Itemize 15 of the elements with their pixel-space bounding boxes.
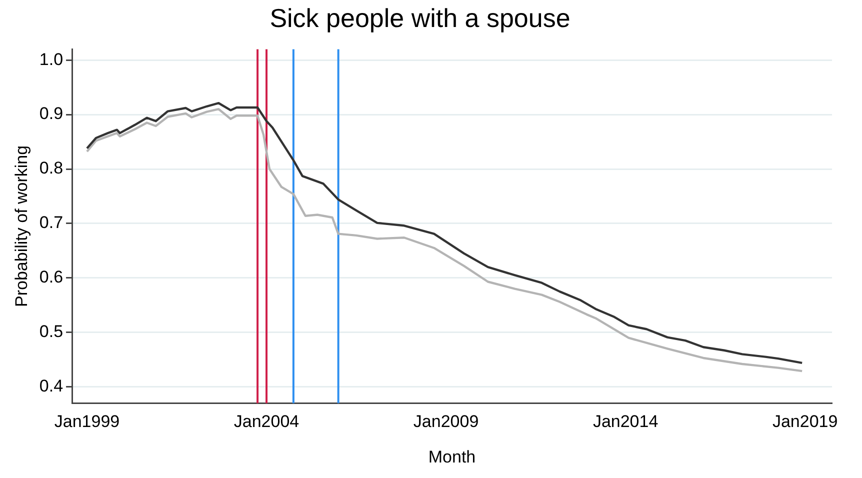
x-tick-label: Jan2019	[772, 412, 838, 432]
y-tick-label: 0.8	[39, 158, 64, 178]
x-tick-label: Jan2014	[592, 412, 658, 432]
y-tick-label: 0.5	[39, 322, 64, 342]
x-tick-label: Jan2009	[413, 412, 479, 432]
chart-title: Sick people with a spouse	[270, 2, 570, 33]
x-tick-label: Jan1999	[54, 412, 120, 432]
x-axis-title: Month	[428, 447, 476, 466]
x-tick-label: Jan2004	[234, 412, 300, 432]
y-tick-label: 0.4	[39, 376, 64, 396]
y-tick-label: 0.9	[39, 104, 64, 124]
y-tick-label: 1.0	[39, 50, 64, 69]
y-tick-label: 0.6	[39, 268, 64, 287]
y-axis-title: Probability of working	[12, 145, 31, 307]
y-tick-label: 0.7	[39, 213, 64, 232]
